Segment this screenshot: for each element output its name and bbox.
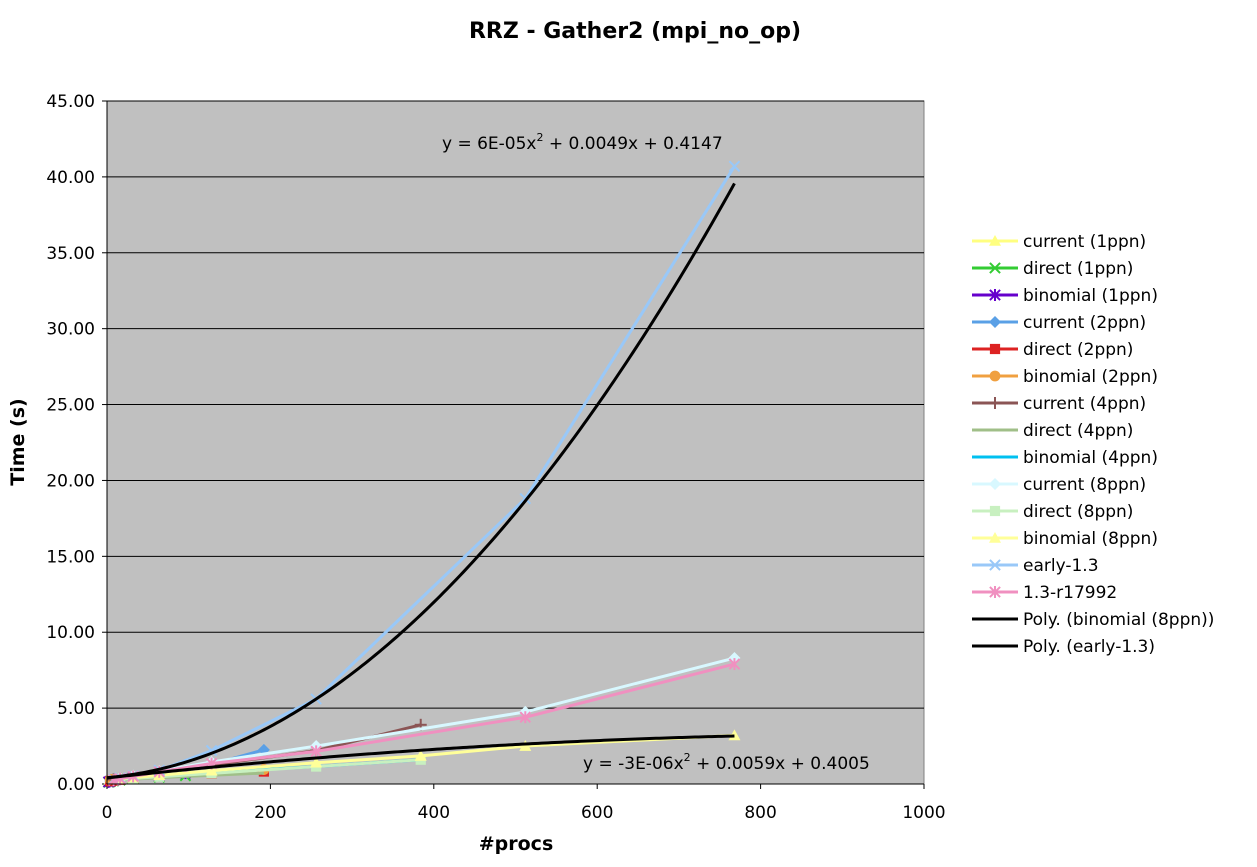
legend-label: early-1.3 [1023,556,1099,576]
x-tick-label: 200 [254,803,286,823]
legend-label: current (8ppn) [1023,475,1146,495]
y-tick-label: 40.00 [46,168,95,188]
data-point [728,160,741,173]
series-layer [102,160,741,788]
equation-early-rest: + 0.0049x + 0.4147 [544,134,723,154]
gridlines [107,100,924,709]
legend-item: current (1ppn) [972,232,1146,252]
y-tick-label: 30.00 [46,320,95,340]
legend-item: binomial (2ppn) [972,367,1158,387]
data-point [989,532,1001,543]
equation-binomial-rest: + 0.0059x + 0.4005 [691,754,870,774]
data-point [989,235,1001,246]
equation-binomial-exponent: 2 [684,751,691,764]
x-axis-title: #procs [479,833,554,855]
legend-label: Poly. (binomial (8ppn)) [1023,610,1214,630]
legend-item: current (8ppn) [972,475,1146,495]
x-tick-label: 400 [418,803,450,823]
legend-label: direct (1ppn) [1023,259,1133,279]
series-line [113,662,735,782]
y-tick-label: 15.00 [46,547,95,567]
legend-item: early-1.3 [972,556,1099,576]
legend-item: binomial (1ppn) [972,286,1158,306]
legend-label: current (2ppn) [1023,313,1146,333]
x-tick-label: 1000 [902,803,945,823]
legend-item: 1.3-r17992 [972,583,1117,603]
y-axis-title: Time (s) [7,398,29,485]
legend-label: binomial (1ppn) [1023,286,1158,306]
legend-label: direct (8ppn) [1023,502,1133,522]
data-point [989,343,1001,355]
legend-item: Poly. (binomial (8ppn)) [972,610,1214,630]
trendline-equation-early: y = 6E-05x2 + 0.0049x + 0.4147 [442,131,723,154]
legend-label: binomial (8ppn) [1023,529,1158,549]
legend-label: current (1ppn) [1023,232,1146,252]
y-tick-label: 35.00 [46,244,95,264]
series-line [119,733,735,781]
legend-label: binomial (4ppn) [1023,448,1158,468]
y-tick-label: 45.00 [46,92,95,112]
trendline [106,182,736,780]
data-point [989,397,1001,409]
data-point [989,289,1001,301]
data-point [989,559,1001,571]
data-point [989,316,1001,328]
chart-title: RRZ - Gather2 (mpi_no_op) [469,19,801,44]
data-point [989,262,1001,274]
data-point [989,505,1001,517]
legend-label: 1.3-r17992 [1023,583,1117,603]
y-axis-ticks: 0.00 5.00 10.00 15.00 20.00 25.00 30.00 35.00 40… [46,92,107,795]
plot-area [106,100,925,785]
legend-label: binomial (2ppn) [1023,367,1158,387]
legend: current (1ppn) direct (1ppn) binomial (1pp… [972,232,1214,657]
legend-item: current (4ppn) [972,394,1146,414]
legend-label: Poly. (early-1.3) [1023,637,1155,657]
legend-label: direct (2ppn) [1023,340,1133,360]
data-point [728,658,741,671]
legend-item: current (2ppn) [972,313,1146,333]
equation-binomial-main: y = -3E-06x [583,754,684,774]
x-tick-label: 800 [744,803,776,823]
legend-item: direct (1ppn) [972,259,1133,279]
data-point [519,711,532,724]
data-point [989,586,1001,598]
x-axis-ticks: 0 200 400 600 800 1000 [102,784,946,823]
y-tick-label: 0.00 [57,775,95,795]
legend-item: direct (2ppn) [972,340,1133,360]
legend-item: binomial (8ppn) [972,529,1158,549]
legend-item: direct (4ppn) [972,421,1133,441]
data-point [205,764,218,776]
legend-label: direct (4ppn) [1023,421,1133,441]
legend-item: binomial (4ppn) [972,448,1158,468]
data-point [989,370,1001,382]
equation-early-exponent: 2 [537,131,544,144]
trendline-equation-binomial: y = -3E-06x2 + 0.0059x + 0.4005 [583,751,870,774]
legend-item: Poly. (early-1.3) [972,637,1155,657]
data-point [989,478,1001,490]
legend-item: direct (8ppn) [972,502,1133,522]
equation-early-main: y = 6E-05x [442,134,537,154]
data-point [414,749,427,761]
x-tick-label: 0 [102,803,113,823]
trendline [106,734,735,780]
y-tick-label: 20.00 [46,471,95,491]
legend-label: current (4ppn) [1023,394,1146,414]
data-point [310,756,323,768]
data-point [310,745,322,758]
y-tick-label: 10.00 [46,623,95,643]
y-tick-label: 25.00 [46,396,95,416]
x-tick-label: 600 [581,803,613,823]
y-tick-label: 5.00 [57,699,95,719]
